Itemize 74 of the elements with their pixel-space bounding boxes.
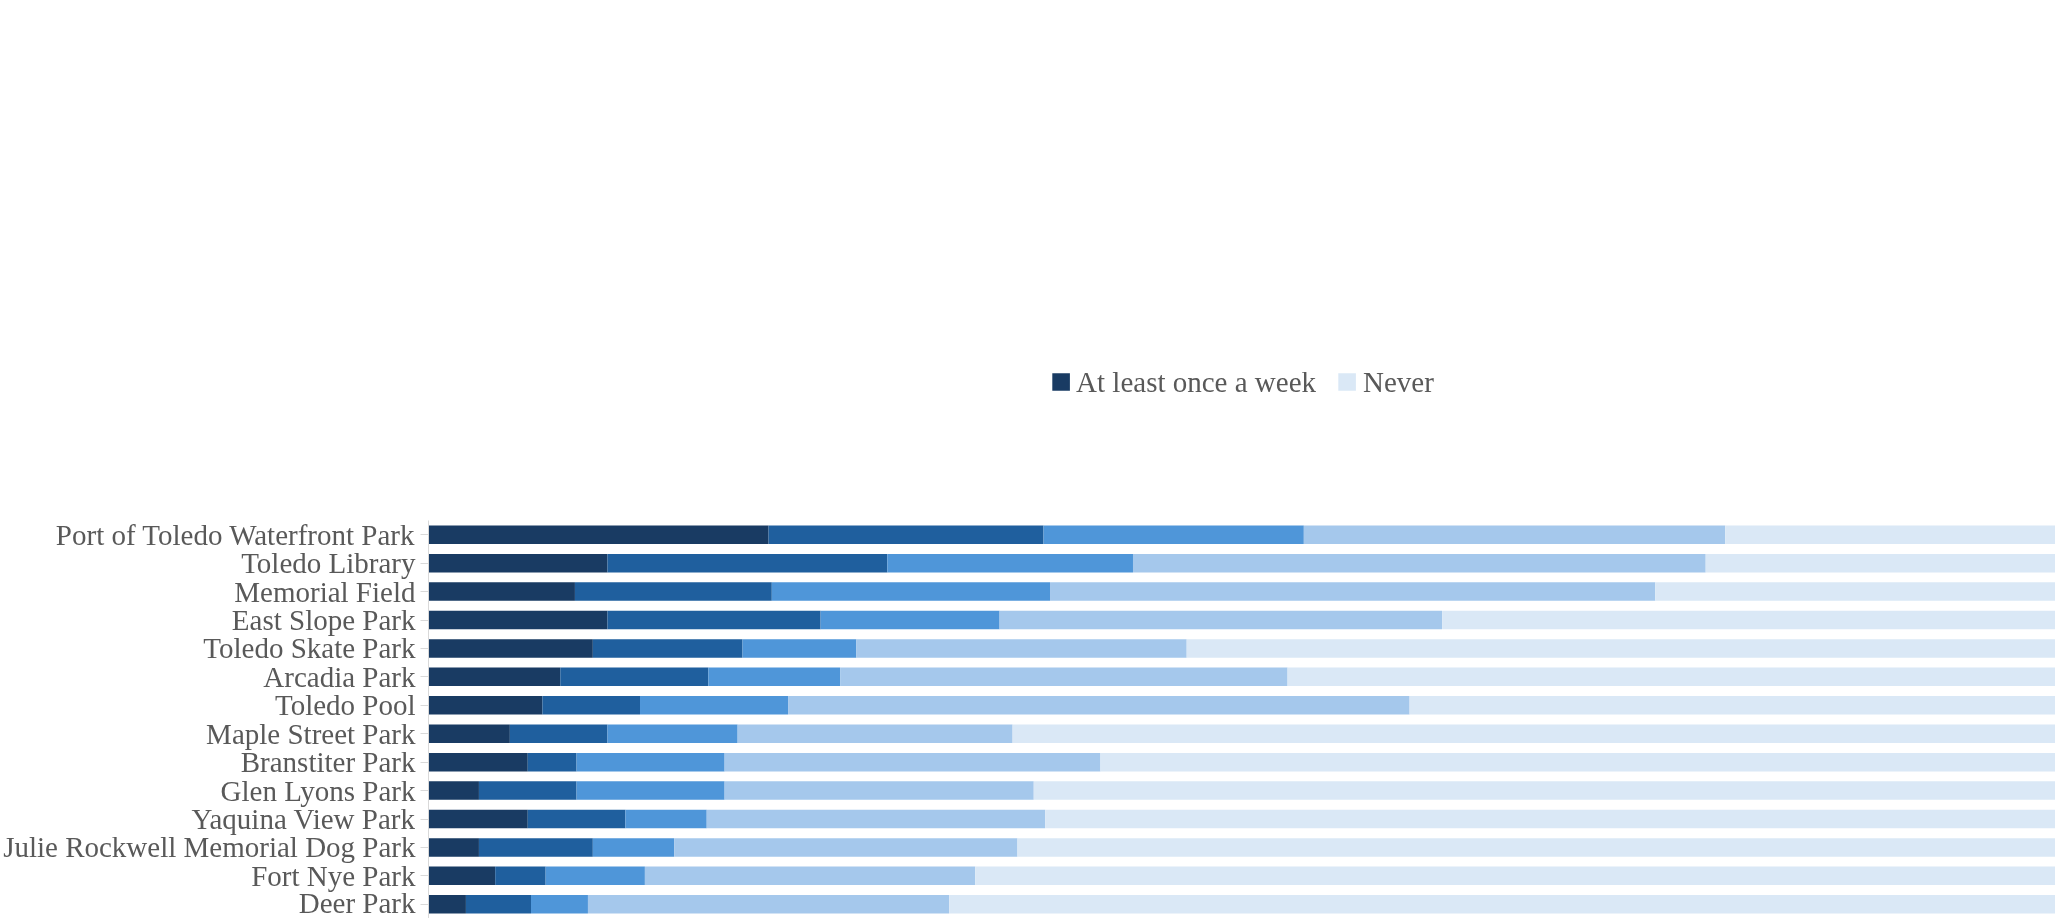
bar [771,582,1051,601]
bar [674,838,1018,857]
bar [527,809,626,829]
bar [1655,582,2055,601]
bar [592,838,675,857]
legend-label: At least once a week [1076,365,1317,399]
bar [887,553,1133,573]
bar [428,553,608,573]
bar [724,752,1101,772]
bar [428,895,466,914]
bar [428,667,561,687]
bar [788,696,1410,715]
bar [640,696,789,715]
bar [1705,553,2055,573]
bar [737,724,1013,743]
bar [1725,525,2055,544]
bar [587,895,950,914]
bar [708,667,841,687]
bar [495,866,546,886]
bar [607,553,888,573]
bar [607,610,821,630]
y-tick-label: East Slope Park [231,604,416,636]
bar [560,667,709,687]
bar [428,809,528,829]
bar [1050,582,1656,601]
bar [768,525,1044,544]
bar [428,866,496,886]
bar [531,895,588,914]
bar [576,752,725,772]
bar [856,639,1187,658]
bar [949,895,2055,914]
bar [625,809,707,829]
bar [975,866,2055,886]
bar [999,610,1443,630]
bar [574,582,772,601]
bar [428,724,510,743]
bar [1012,724,2055,743]
bar [428,525,769,544]
bar [1033,781,2055,800]
bar [644,866,976,886]
bar [1100,752,2055,772]
bar [428,838,479,857]
bar [478,838,593,857]
bar [542,696,641,715]
bar [1043,525,1304,544]
bar [706,809,1046,829]
y-tick-label: Glen Lyons Park [220,774,416,807]
bar [1186,639,2055,658]
bar [1287,667,2055,687]
bar [1442,610,2055,630]
legend-label: Never [1363,365,1434,399]
bar [428,696,543,715]
bar [607,724,738,743]
bar [742,639,857,658]
bar [592,639,743,658]
bar [428,781,479,800]
bar [428,639,593,658]
bar [428,752,528,772]
bar [1303,525,1726,544]
bar [724,781,1034,800]
bar [509,724,608,743]
bar [1045,809,2055,829]
bar [478,781,577,800]
bar [527,752,577,772]
bar [840,667,1288,687]
bar [576,781,725,800]
bar [1017,838,2055,857]
bar [545,866,645,886]
bar [1132,553,1706,573]
bar [465,895,531,914]
bar [428,582,575,601]
bar [1409,696,2055,715]
bar [428,610,608,630]
bar [820,610,1000,630]
